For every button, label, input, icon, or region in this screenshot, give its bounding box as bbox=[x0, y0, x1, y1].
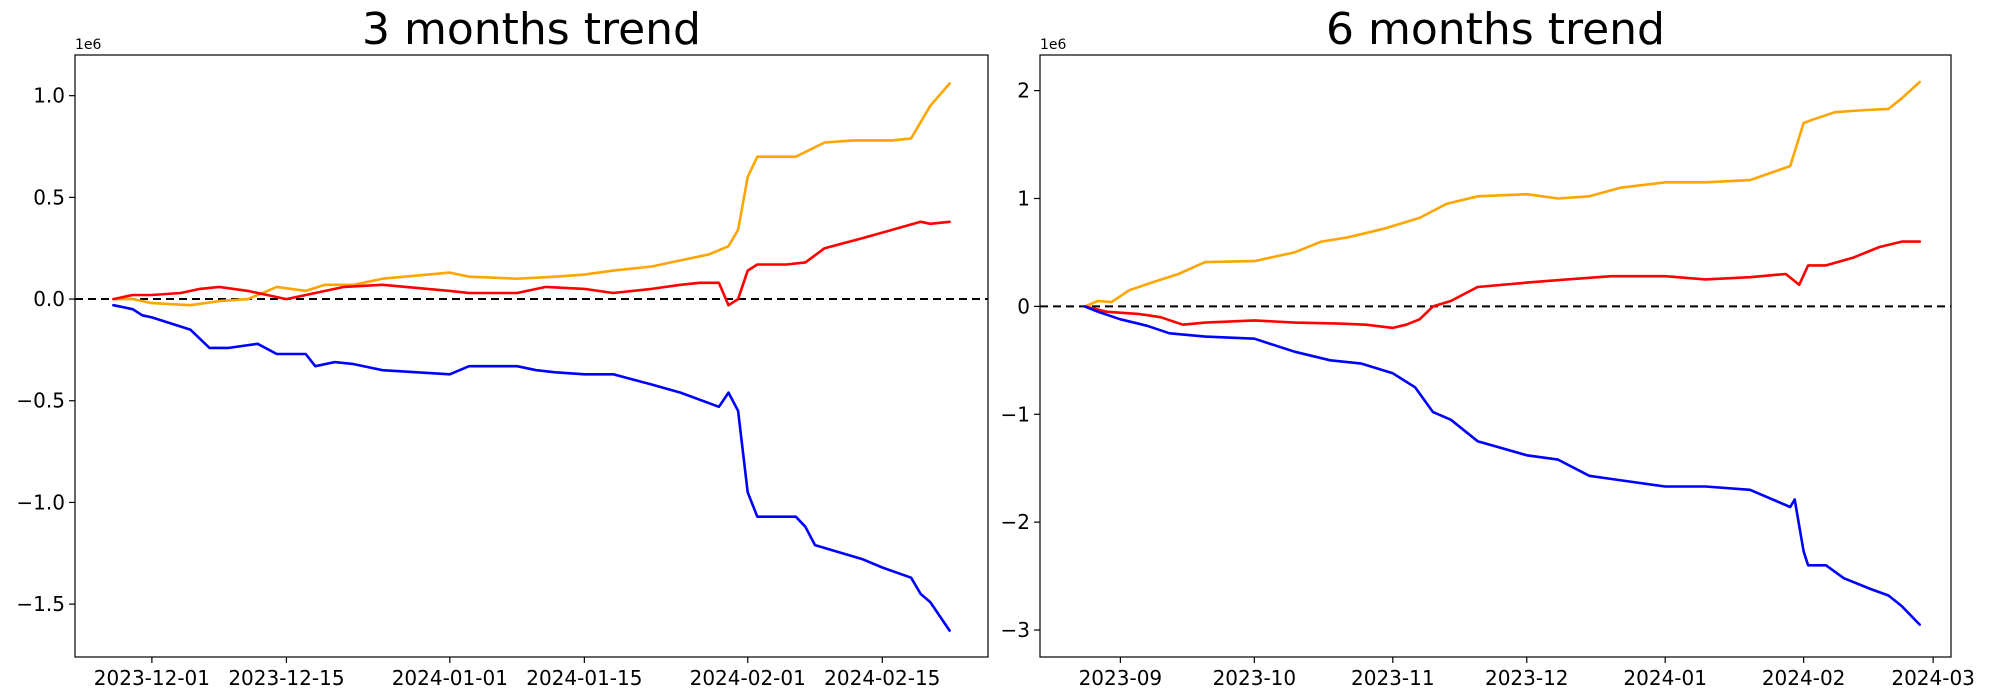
x-tick-label: 2023-09 bbox=[1079, 666, 1163, 690]
series-line-ff0000 bbox=[112, 220, 951, 307]
y-tick-label: 1.0 bbox=[33, 84, 65, 108]
y-tick-label: 1 bbox=[1017, 186, 1030, 210]
x-tick-label: 2023-12-01 bbox=[94, 666, 210, 690]
chart-panel-1: 3 months trend −1.5 −1.0 −0.5 0.0 0.5 1.0 2023-… bbox=[16, 4, 989, 690]
x-tick-label: 2024-02-15 bbox=[824, 666, 940, 690]
y-offset-text: 1e6 bbox=[1040, 37, 1067, 53]
x-tick-label: 2024-02-01 bbox=[690, 666, 806, 690]
x-tick-label: 2024-01-15 bbox=[526, 666, 642, 690]
x-tick-label: 2024-01-01 bbox=[392, 666, 508, 690]
x-tick-label: 2024-03 bbox=[1891, 666, 1975, 690]
x-tick-label: 2023-11 bbox=[1351, 666, 1435, 690]
series-line-ffa500 bbox=[1083, 80, 1921, 308]
x-tick-label: 2023-10 bbox=[1213, 666, 1297, 690]
chart-title: 3 months trend bbox=[362, 4, 701, 55]
chart-title: 6 months trend bbox=[1326, 4, 1665, 55]
y-tick-label: 2 bbox=[1017, 79, 1030, 103]
x-tick-label: 2024-01 bbox=[1623, 666, 1707, 690]
y-offset-text: 1e6 bbox=[75, 37, 102, 53]
axes-frame bbox=[74, 54, 989, 658]
x-tick-label: 2023-12 bbox=[1485, 666, 1569, 690]
series-line-0000ff bbox=[112, 303, 951, 632]
x-tick-label: 2023-12-15 bbox=[228, 666, 344, 690]
series-line-ffa500 bbox=[112, 82, 951, 307]
y-tick-label: −2 bbox=[1001, 510, 1030, 534]
x-tick-label: 2024-02 bbox=[1762, 666, 1846, 690]
y-tick-label: 0.0 bbox=[33, 287, 65, 311]
chart-panel-2: 6 months trend −3 −2 −1 0 1 2 2023-09 2023-10 202… bbox=[1001, 4, 1975, 690]
axes-frame bbox=[1039, 54, 1952, 658]
y-tick-label: 0.5 bbox=[33, 185, 65, 209]
series-line-0000ff bbox=[1083, 305, 1921, 626]
y-tick-label: −1 bbox=[1001, 402, 1030, 426]
series-line-ff0000 bbox=[1083, 240, 1921, 330]
y-tick-label: −1.0 bbox=[16, 490, 65, 514]
y-tick-label: −1.5 bbox=[16, 592, 65, 616]
y-tick-label: −0.5 bbox=[16, 389, 65, 413]
y-tick-label: 0 bbox=[1017, 294, 1030, 318]
y-tick-label: −3 bbox=[1001, 618, 1030, 642]
